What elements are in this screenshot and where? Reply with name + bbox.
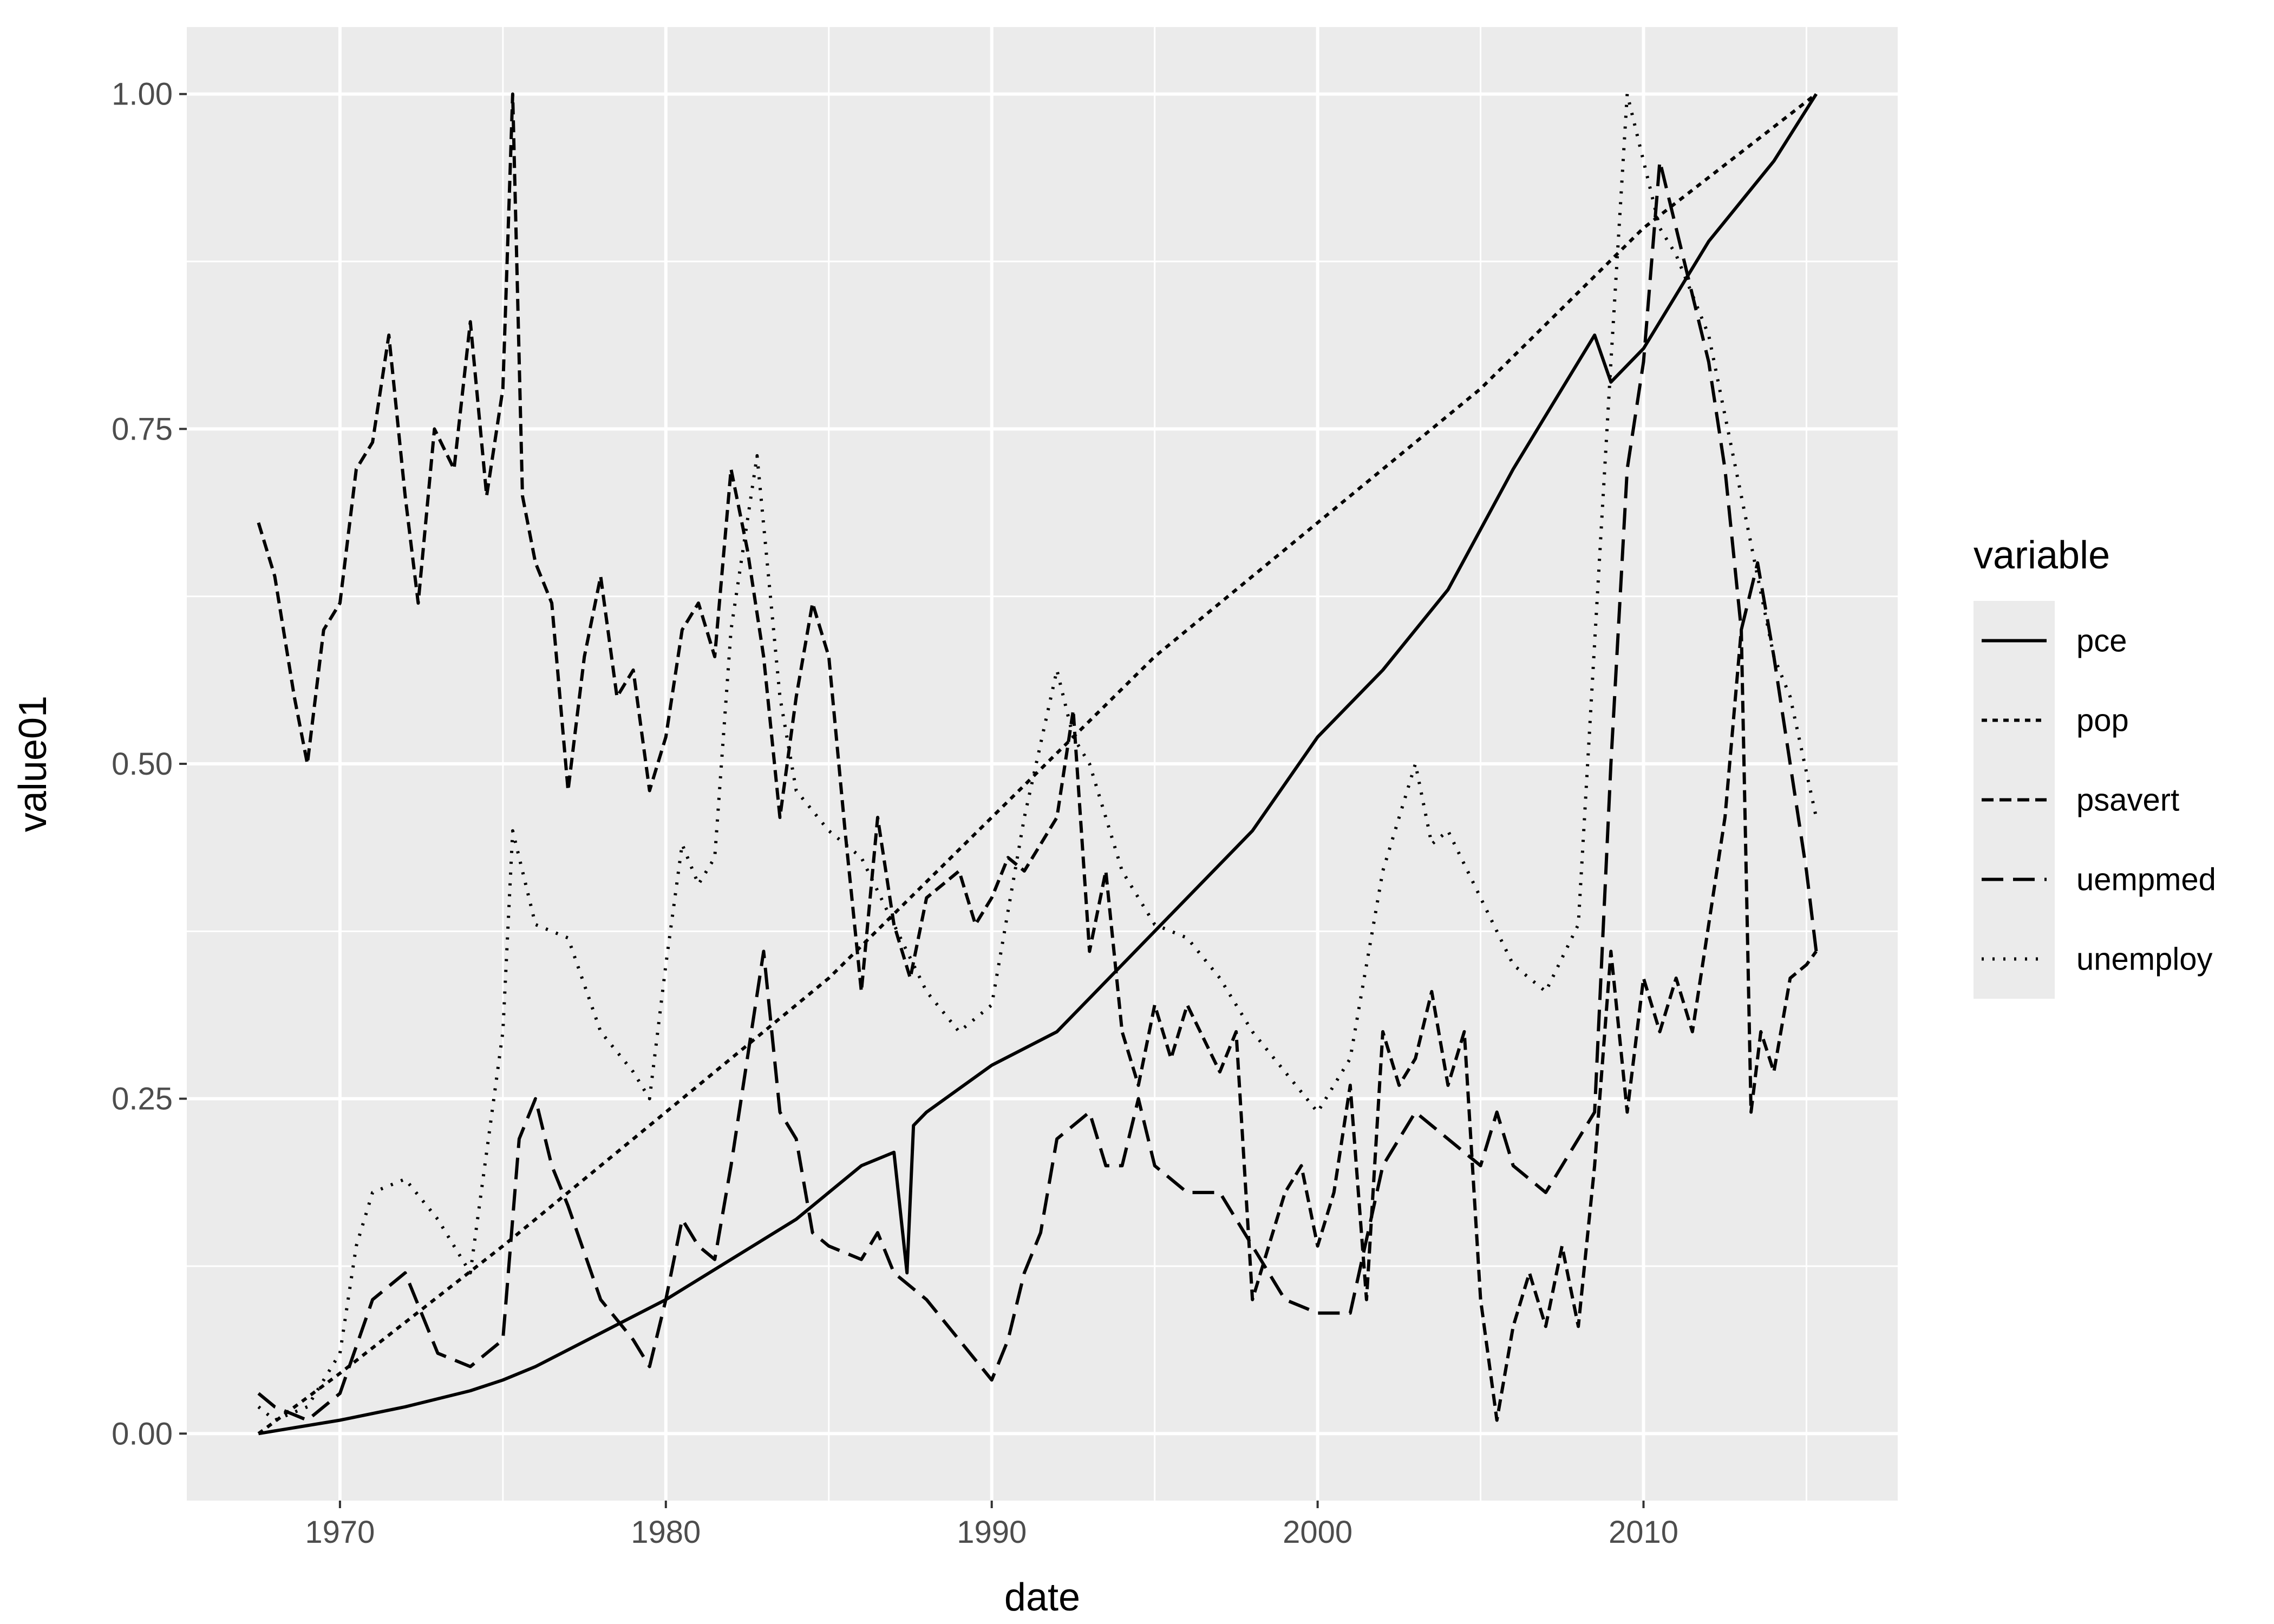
- y-tick-label: 1.00: [112, 77, 173, 112]
- x-axis-title: date: [1004, 1576, 1080, 1619]
- x-tick-label: 1990: [957, 1515, 1027, 1550]
- legend-label-unemploy: unemploy: [2076, 942, 2212, 977]
- x-tick-label: 2010: [1609, 1515, 1678, 1550]
- series-line-pop: [257, 93, 1818, 1435]
- legend-label-psavert: psavert: [2076, 783, 2179, 818]
- series-line-uempmed: [257, 159, 1818, 1422]
- legend: variable pce pop psavert uempmed unemploy: [1974, 534, 2216, 999]
- x-tick-label: 1970: [305, 1515, 375, 1550]
- legend-label-pop: pop: [2076, 703, 2129, 738]
- grid-major: [187, 27, 1898, 1501]
- x-axis: 1970 1980 1990 2000 2010: [305, 1501, 1678, 1550]
- y-tick-label: 0.00: [112, 1416, 173, 1451]
- y-tick-label: 0.25: [112, 1082, 173, 1117]
- y-tick-label: 0.50: [112, 746, 173, 782]
- y-axis: 0.00 0.25 0.50 0.75 1.00: [112, 77, 187, 1451]
- legend-title: variable: [1974, 534, 2110, 577]
- series-line-pce: [258, 93, 1818, 1436]
- x-tick-label: 1980: [631, 1515, 701, 1550]
- series-line-psavert: [257, 92, 1818, 1422]
- y-tick-label: 0.75: [112, 411, 173, 447]
- x-tick-label: 2000: [1283, 1515, 1352, 1550]
- legend-label-pce: pce: [2076, 624, 2127, 659]
- y-axis-title: value01: [11, 696, 55, 832]
- legend-label-uempmed: uempmed: [2076, 862, 2216, 898]
- legend-entries: pce pop psavert uempmed unemploy: [1982, 624, 2216, 977]
- series-layer: [257, 92, 1818, 1436]
- series-line-unemploy: [257, 92, 1818, 1422]
